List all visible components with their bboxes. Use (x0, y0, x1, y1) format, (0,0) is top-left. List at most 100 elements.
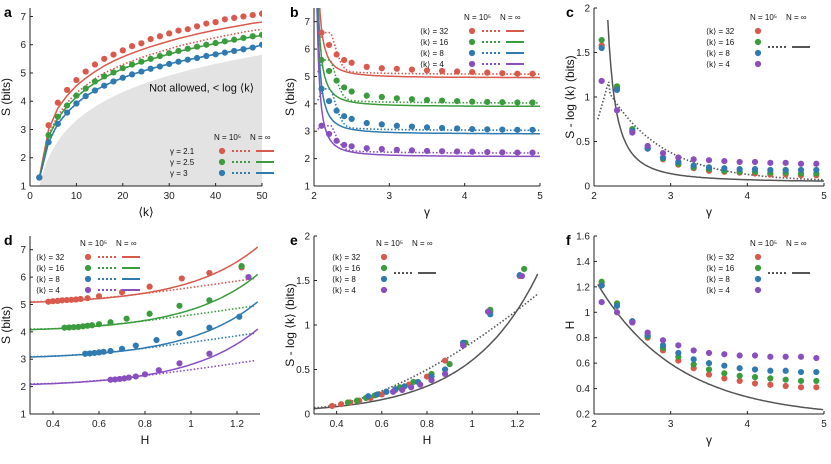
data-point-purple (690, 347, 697, 354)
x-tick-label: 10 (71, 191, 83, 202)
data-point-purple (132, 373, 139, 380)
panel-label: c (566, 4, 574, 20)
panel-label: a (4, 4, 12, 20)
data-point-green (736, 372, 743, 379)
data-point-purple (797, 353, 805, 360)
data-point-blue (236, 313, 243, 320)
data-point-purple (659, 337, 667, 344)
legend-label: ⟨k⟩ = 8 (36, 275, 60, 284)
y-tick-label: 6 (20, 273, 26, 284)
data-point-blue (203, 52, 210, 60)
legend-label: ⟨k⟩ = 8 (706, 275, 730, 284)
data-point-red (193, 23, 201, 30)
legend-marker-red (218, 147, 226, 155)
data-point-purple (454, 148, 461, 155)
data-point-purple (318, 122, 325, 129)
data-point-red (82, 68, 89, 75)
data-point-red (119, 47, 126, 54)
curve-infinite-purple (316, 8, 540, 158)
legend-label: ⟨k⟩ = 8 (706, 49, 730, 58)
data-point-red (45, 122, 52, 129)
data-point-purple (629, 319, 636, 326)
legend-marker-green (84, 264, 92, 272)
data-point-purple (751, 158, 759, 166)
data-point-blue (118, 345, 126, 352)
y-tick-label: 4 (304, 99, 310, 110)
data-point-green (231, 36, 238, 43)
data-point-green (95, 321, 103, 328)
data-point-blue (176, 330, 183, 337)
data-point-purple (499, 149, 506, 156)
data-point-green (82, 85, 89, 92)
data-point-red (318, 29, 325, 36)
y-tick-label: 1 (304, 182, 310, 193)
annotation-not-allowed: Not allowed, < log ⟨k⟩ (149, 82, 254, 94)
legend-header-infinite: N = ∞ (786, 13, 807, 22)
data-point-purple (736, 158, 743, 166)
x-axis-label: H (423, 433, 432, 447)
data-point-red (45, 298, 52, 305)
x-tick-label: 0 (27, 191, 33, 202)
data-point-blue (469, 125, 476, 133)
curve-finite-purple (30, 359, 256, 385)
data-point-purple (705, 157, 713, 164)
data-point-green (408, 96, 416, 103)
legend-marker-red (380, 253, 388, 261)
data-point-purple (341, 141, 348, 149)
data-point-purple (813, 160, 820, 167)
data-point-red (378, 65, 385, 72)
data-point-purple (460, 342, 467, 349)
data-point-blue (705, 164, 713, 171)
data-point-blue (258, 41, 262, 48)
data-point-blue (156, 63, 164, 70)
data-point-purple (782, 353, 789, 360)
legend-label: γ = 2.1 (170, 147, 195, 156)
data-point-green (705, 366, 713, 373)
data-point-red (333, 51, 340, 58)
data-point-green (767, 375, 774, 382)
data-point-blue (782, 367, 789, 374)
data-point-blue (221, 49, 228, 56)
data-point-blue (408, 123, 416, 130)
data-point-green (751, 374, 759, 381)
x-tick-label: 0.6 (92, 419, 106, 430)
y-tick-label: 1 (584, 93, 590, 104)
data-point-red (736, 377, 743, 385)
x-tick-label: 3 (668, 191, 674, 202)
data-point-red (64, 86, 71, 94)
data-point-red (423, 373, 431, 380)
data-point-purple (417, 381, 424, 388)
y-tick-label: 0.5 (296, 365, 310, 376)
data-point-green (175, 47, 182, 55)
legend-header-simulation: N = 10⁵ (464, 13, 491, 22)
x-tick-label: 30 (164, 191, 176, 202)
plot-area (314, 265, 539, 410)
data-point-red (84, 295, 91, 302)
data-point-purple (690, 156, 697, 163)
data-point-green (70, 324, 77, 331)
panel-a: 0 10 20 30 40 50 1 2 3 4 5 6 7 ⟨k⟩ S (bits) a Not allowe… (0, 4, 274, 219)
data-point-purple (363, 145, 370, 152)
data-point-purple (736, 352, 743, 359)
y-axis-label: S (bits) (0, 306, 13, 344)
data-point-red (184, 26, 191, 33)
legend-header-infinite: N = ∞ (500, 13, 521, 22)
x-tick-label: 0.4 (46, 419, 60, 430)
y-tick-label: 7 (304, 17, 310, 28)
y-tick-label: 1 (304, 321, 310, 332)
data-point-purple (644, 329, 651, 336)
curve-finite-blue (30, 332, 256, 358)
data-point-green (61, 324, 68, 331)
legend-label: ⟨k⟩ = 8 (420, 49, 444, 58)
data-point-red (328, 402, 336, 410)
data-point-red (231, 14, 238, 21)
data-point-red (101, 55, 108, 62)
y-tick-label: 5 (20, 300, 26, 311)
data-point-green (797, 377, 805, 385)
data-point-purple (155, 367, 162, 374)
y-tick-label: 2 (20, 382, 26, 393)
data-point-red (138, 40, 145, 47)
y-tick-label: 1.5 (576, 48, 590, 59)
data-point-purple (613, 309, 621, 316)
data-point-green (410, 378, 417, 386)
